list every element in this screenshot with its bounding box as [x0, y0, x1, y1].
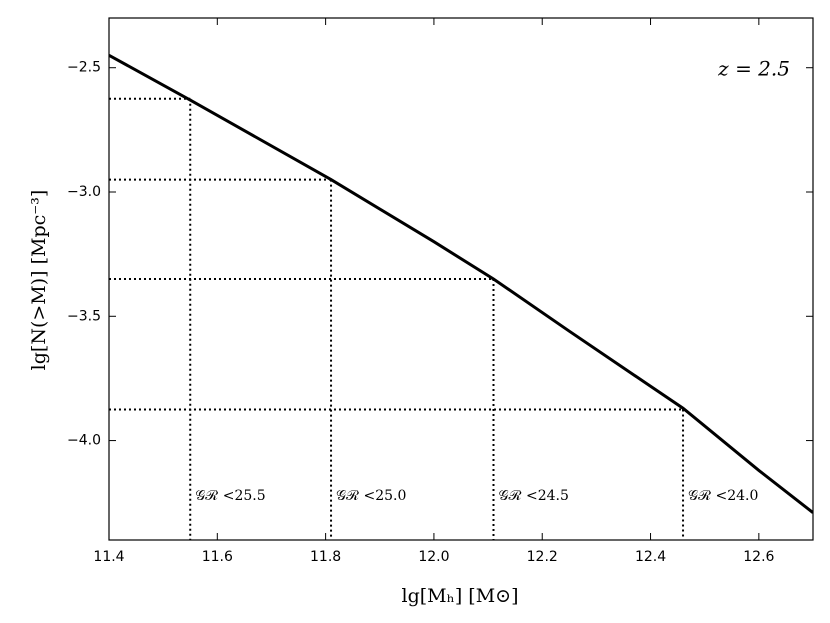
- cut-label: 𝒢ℛ <24.0: [688, 488, 758, 504]
- y-axis-label: lg[N(>M)] [Mpc⁻³]: [28, 190, 50, 371]
- line: [109, 53, 813, 514]
- y-tick-label: −2.5: [67, 60, 101, 76]
- cut-label: 𝒢ℛ <25.5: [195, 488, 265, 504]
- x-tick-label: 12.4: [635, 549, 666, 565]
- cut-label: 𝒢ℛ <24.5: [498, 488, 568, 504]
- cut-label: 𝒢ℛ <25.0: [336, 488, 406, 504]
- plot-frame: [108, 17, 814, 541]
- x-tick-label: 12.2: [527, 549, 558, 565]
- x-tick-label: 11.8: [310, 549, 341, 565]
- y-tick-label: −3.5: [67, 308, 101, 324]
- y-tick-label: −3.0: [67, 184, 101, 200]
- x-tick-label: 12.6: [743, 549, 774, 565]
- x-tick-label: 11.4: [93, 549, 124, 565]
- x-axis-label: lg[Mₕ] [M⊙]: [402, 585, 519, 607]
- annotation: z = 2.5: [717, 57, 790, 81]
- x-tick-label: 12.0: [418, 549, 449, 565]
- y-tick-label: −4.0: [67, 433, 101, 449]
- x-tick-label: 11.6: [202, 549, 233, 565]
